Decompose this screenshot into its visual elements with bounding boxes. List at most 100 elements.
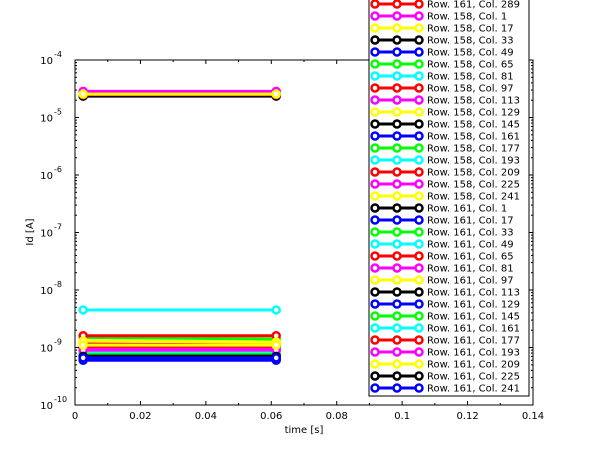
y-tick-label: 10 (40, 344, 53, 355)
series-30 (78, 340, 281, 350)
legend-marker (414, 323, 424, 333)
legend-marker (370, 83, 380, 93)
legend-label: Row. 161, Col. 81 (427, 264, 514, 275)
legend-item: Row. 161, Col. 97 (370, 275, 514, 287)
legend-marker (370, 203, 380, 213)
legend-label: Row. 158, Col. 161 (427, 132, 520, 143)
legend-label: Row. 158, Col. 1 (427, 12, 507, 23)
series-16 (78, 89, 281, 99)
y-tick-label: 10 (40, 401, 53, 412)
legend-label: Row. 161, Col. 145 (427, 312, 520, 323)
legend-item: Row. 158, Col. 65 (370, 59, 514, 71)
legend-marker (392, 179, 402, 189)
legend-label: Row. 161, Col. 289 (427, 0, 520, 11)
legend-item: Row. 158, Col. 161 (370, 131, 520, 143)
legend-marker (370, 275, 380, 285)
legend-item: Row. 158, Col. 241 (370, 191, 520, 203)
legend-marker (392, 371, 402, 381)
legend-marker (370, 311, 380, 321)
legend-marker (414, 83, 424, 93)
legend-item: Row. 161, Col. 193 (370, 347, 520, 359)
legend-marker (370, 335, 380, 345)
legend-label: Row. 161, Col. 177 (427, 336, 520, 347)
legend-marker (392, 347, 402, 357)
legend-item: Row. 158, Col. 225 (370, 179, 520, 191)
legend-marker (392, 275, 402, 285)
legend-label: Row. 158, Col. 49 (427, 48, 514, 59)
legend-label: Row. 161, Col. 33 (427, 228, 514, 239)
legend-marker (392, 227, 402, 237)
legend-marker (370, 107, 380, 117)
legend-marker (414, 35, 424, 45)
legend-marker (370, 95, 380, 105)
series-32 (78, 353, 281, 363)
legend-label: Row. 161, Col. 193 (427, 348, 520, 359)
y-axis-title: Id [A] (25, 218, 36, 245)
legend-marker (414, 215, 424, 225)
legend-marker (414, 119, 424, 129)
legend-marker (370, 251, 380, 261)
y-tick-label: 10 (40, 171, 53, 182)
data-point (78, 89, 88, 99)
legend-label: Row. 158, Col. 81 (427, 72, 514, 83)
legend-marker (414, 275, 424, 285)
x-tick-label: 0.12 (456, 411, 478, 422)
data-point (78, 305, 88, 315)
legend-marker (370, 347, 380, 357)
y-tick-base: 10 (40, 114, 53, 125)
y-tick-base: 10 (40, 229, 53, 240)
legend-marker (414, 227, 424, 237)
y-tick-exponent: -7 (54, 223, 62, 232)
legend-marker (392, 299, 402, 309)
legend-label: Row. 158, Col. 177 (427, 144, 520, 155)
legend-label: Row. 158, Col. 193 (427, 156, 520, 167)
legend-marker (370, 215, 380, 225)
legend-marker (414, 347, 424, 357)
legend-marker (370, 131, 380, 141)
legend-item: Row. 158, Col. 81 (370, 71, 514, 83)
legend-label: Row. 161, Col. 97 (427, 276, 514, 287)
legend-marker (392, 311, 402, 321)
legend-marker (392, 107, 402, 117)
legend-item: Row. 158, Col. 33 (370, 35, 514, 47)
legend-item: Row. 161, Col. 1 (370, 203, 507, 215)
legend-marker (392, 215, 402, 225)
legend-marker (392, 263, 402, 273)
legend-label: Row. 161, Col. 17 (427, 216, 514, 227)
y-tick-label: 10 (40, 286, 53, 297)
legend-marker (414, 251, 424, 261)
legend-label: Row. 161, Col. 225 (427, 372, 520, 383)
legend-label: Row. 161, Col. 1 (427, 204, 507, 215)
legend-marker (392, 143, 402, 153)
legend-marker (370, 179, 380, 189)
legend-marker (414, 107, 424, 117)
legend-item: Row. 158, Col. 113 (370, 95, 520, 107)
y-tick-exponent: -6 (54, 165, 62, 174)
legend-marker (414, 191, 424, 201)
legend-marker (414, 287, 424, 297)
y-tick-label: 10 (40, 56, 53, 67)
legend-marker (392, 191, 402, 201)
y-tick-exponent: -8 (54, 280, 62, 289)
y-tick-exponent: -10 (54, 395, 67, 404)
legend-marker (370, 143, 380, 153)
legend-marker (370, 191, 380, 201)
legend-marker (392, 0, 402, 9)
y-tick-base: 10 (40, 171, 53, 182)
legend-marker (414, 23, 424, 33)
legend-marker (392, 11, 402, 21)
series-layer (78, 86, 281, 366)
legend-label: Row. 161, Col. 129 (427, 300, 520, 311)
legend-marker (392, 203, 402, 213)
legend-item: Row. 161, Col. 161 (370, 323, 520, 335)
legend-item: Row. 158, Col. 177 (370, 143, 520, 155)
legend-item: Row. 161, Col. 81 (370, 263, 514, 275)
legend-item: Row. 161, Col. 289 (370, 0, 520, 11)
legend-marker (392, 119, 402, 129)
legend-item: Row. 161, Col. 129 (370, 299, 520, 311)
legend-item: Row. 161, Col. 113 (370, 287, 520, 299)
legend-marker (370, 323, 380, 333)
legend-marker (392, 251, 402, 261)
legend-item: Row. 158, Col. 145 (370, 119, 520, 131)
legend-marker (370, 263, 380, 273)
